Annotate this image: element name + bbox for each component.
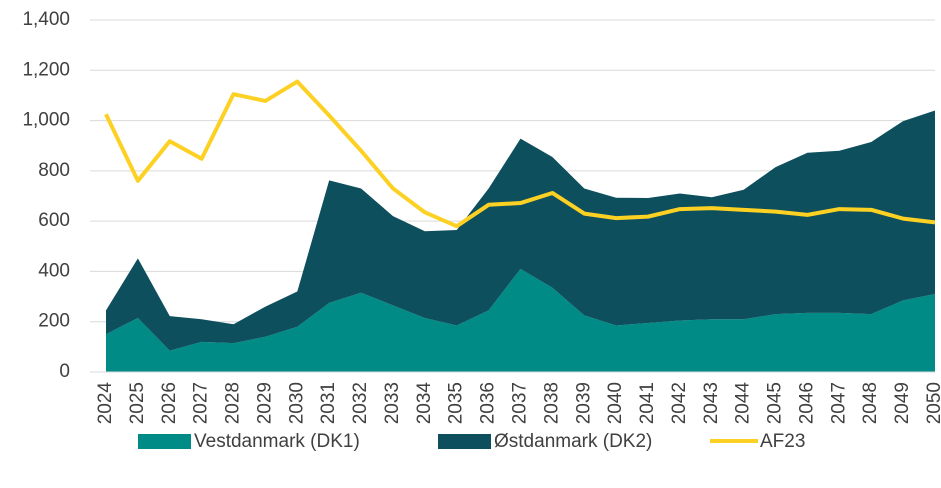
- x-tick-label: 2026: [159, 382, 180, 424]
- x-tick-label: 2035: [446, 382, 467, 424]
- y-tick-label: 400: [38, 260, 70, 281]
- x-tick-label: 2045: [765, 382, 786, 424]
- x-tick-label: 2027: [191, 382, 212, 424]
- y-tick-label: 200: [38, 311, 70, 332]
- x-tick-label: 2050: [924, 382, 941, 424]
- y-tick-label: 1,000: [22, 110, 70, 131]
- y-tick-label: 1,400: [22, 9, 70, 30]
- legend-label: AF23: [760, 431, 805, 452]
- area: [106, 110, 935, 351]
- x-tick-label: 2047: [828, 382, 849, 424]
- legend-label: Østdanmark (DK2): [494, 431, 652, 452]
- y-tick-label: 0: [59, 361, 70, 382]
- x-tick-label: 2037: [510, 382, 531, 424]
- x-tick-label: 2025: [127, 382, 148, 424]
- y-tick-label: 600: [38, 210, 70, 231]
- legend-swatch: [438, 434, 491, 449]
- x-tick-label: 2033: [382, 382, 403, 424]
- x-tick-label: 2042: [669, 382, 690, 424]
- y-tick-label: 1,200: [22, 59, 70, 80]
- x-tick-label: 2024: [95, 382, 116, 425]
- x-tick-label: 2046: [796, 382, 817, 424]
- x-tick-label: 2044: [733, 382, 754, 425]
- x-tick-label: 2039: [573, 382, 594, 424]
- legend-swatch: [138, 434, 191, 449]
- x-tick-label: 2048: [860, 382, 881, 424]
- x-tick-label: 2029: [254, 382, 275, 424]
- area: [106, 268, 935, 372]
- x-tick-label: 2030: [286, 382, 307, 424]
- x-tick-label: 2041: [637, 382, 658, 424]
- x-tick-label: 2034: [414, 382, 435, 425]
- legend-label: Vestdanmark (DK1): [194, 431, 360, 452]
- line: [104, 79, 936, 229]
- x-tick-label: 2036: [478, 382, 499, 424]
- x-tick-label: 2038: [541, 382, 562, 424]
- x-tick-label: 2032: [350, 382, 371, 424]
- y-tick-label: 800: [38, 160, 70, 181]
- x-tick-label: 2031: [318, 382, 339, 424]
- x-tick-label: 2028: [223, 382, 244, 424]
- x-tick-label: 2043: [701, 382, 722, 424]
- x-tick-label: 2040: [605, 382, 626, 424]
- x-tick-label: 2049: [892, 382, 913, 424]
